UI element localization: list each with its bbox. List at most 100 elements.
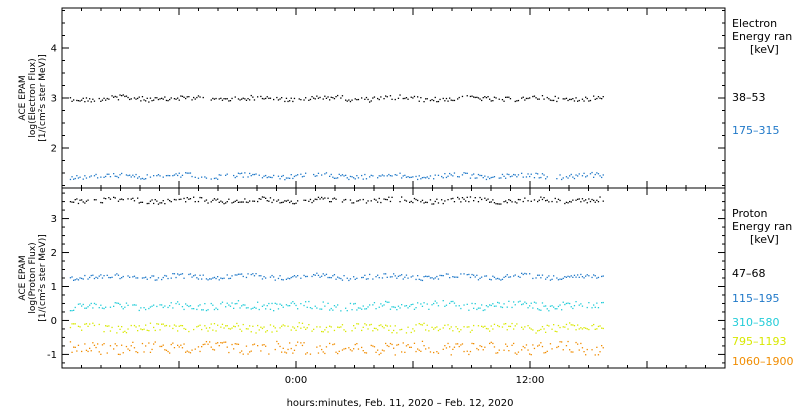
- electron-data-point: [111, 95, 113, 97]
- proton-data-point: [545, 305, 547, 307]
- proton-data-point: [188, 305, 190, 308]
- proton-data-point: [365, 352, 368, 354]
- proton-data-point: [148, 342, 150, 344]
- proton-data-point: [594, 354, 596, 356]
- electron-data-point: [284, 100, 286, 103]
- proton-data-point: [229, 328, 232, 330]
- electron-data-point: [268, 176, 270, 178]
- proton-data-point: [137, 277, 139, 279]
- proton-data-point: [585, 327, 587, 329]
- electron-data-point: [589, 173, 592, 175]
- electron-data-point: [463, 172, 465, 174]
- proton-data-point: [362, 276, 364, 279]
- electron-data-point: [505, 177, 507, 179]
- electron-data-point: [322, 98, 324, 100]
- electron-data-point: [498, 98, 500, 100]
- proton-data-point: [204, 343, 206, 345]
- proton-data-point: [74, 199, 76, 201]
- proton-data-point: [553, 306, 555, 308]
- proton-data-point: [332, 309, 334, 311]
- electron-data-point: [535, 97, 537, 99]
- proton-data-point: [297, 308, 299, 310]
- electron-data-point: [353, 177, 355, 179]
- proton-data-point: [250, 273, 252, 276]
- proton-data-point: [207, 309, 209, 311]
- proton-data-point: [226, 325, 228, 327]
- proton-data-point: [372, 278, 374, 280]
- proton-data-point: [173, 198, 176, 201]
- proton-data-point: [101, 277, 104, 279]
- proton-data-point: [353, 202, 355, 204]
- electron-data-point: [509, 98, 512, 100]
- proton-data-point: [153, 304, 155, 306]
- proton-data-point: [450, 326, 452, 328]
- proton-data-point: [404, 276, 406, 278]
- electron-data-point: [95, 173, 97, 176]
- proton-data-point: [194, 201, 196, 203]
- proton-data-point: [453, 276, 456, 278]
- proton-data-point: [233, 307, 235, 309]
- electron-data-point: [562, 177, 564, 179]
- proton-data-point: [377, 201, 379, 203]
- proton-data-point: [236, 343, 238, 345]
- proton-data-point: [401, 351, 403, 353]
- proton-data-point: [135, 351, 137, 353]
- electron-data-point: [309, 98, 312, 101]
- proton-data-point: [329, 201, 331, 203]
- proton-data-point: [517, 301, 520, 303]
- proton-data-point: [197, 325, 200, 327]
- proton-data-point: [585, 275, 587, 277]
- proton-data-point: [431, 203, 433, 205]
- electron-data-point: [93, 175, 96, 177]
- proton-data-point: [477, 201, 480, 203]
- proton-data-point: [193, 328, 195, 331]
- electron-data-point: [397, 97, 400, 99]
- proton-data-point: [205, 309, 208, 312]
- electron-data-point: [226, 98, 228, 100]
- proton-data-point: [201, 346, 203, 348]
- electron-data-point: [117, 99, 120, 101]
- electron-data-point: [113, 173, 115, 175]
- electron-data-point: [89, 176, 91, 178]
- electron-data-point: [457, 98, 459, 100]
- proton-data-point: [429, 199, 432, 201]
- proton-data-point: [277, 308, 280, 310]
- electron-data-point: [247, 176, 249, 178]
- proton-data-point: [434, 300, 436, 302]
- electron-data-point: [521, 172, 523, 174]
- electron-data-point: [281, 175, 283, 178]
- proton-data-point: [180, 198, 182, 200]
- electron-data-point: [489, 177, 491, 180]
- proton-data-point: [481, 325, 483, 327]
- proton-data-point: [177, 301, 179, 303]
- electron-data-point: [516, 100, 518, 102]
- proton-data-point: [87, 350, 89, 353]
- electron-data-point: [546, 96, 548, 99]
- electron-data-point: [479, 174, 481, 177]
- electron-data-point: [170, 97, 172, 99]
- proton-data-point: [362, 350, 364, 352]
- electron-data-point: [537, 98, 539, 100]
- electron-data-point: [185, 172, 187, 174]
- proton-data-point: [410, 346, 412, 348]
- electron-data-point: [477, 97, 480, 99]
- proton-data-point: [281, 278, 283, 281]
- electron-data-point: [162, 176, 164, 178]
- proton-data-point: [122, 331, 124, 333]
- proton-data-point: [129, 276, 131, 278]
- proton-data-point: [535, 332, 537, 334]
- proton-data-point: [81, 305, 83, 307]
- proton-data-point: [333, 197, 336, 199]
- proton-data-point: [257, 301, 259, 303]
- proton-data-point: [594, 201, 596, 203]
- electron-data-point: [565, 176, 568, 178]
- proton-data-point: [519, 199, 521, 201]
- electron-data-point: [154, 97, 156, 99]
- proton-data-point: [388, 329, 390, 331]
- electron-data-point: [77, 177, 80, 179]
- proton-data-point: [373, 346, 376, 348]
- proton-data-point: [463, 273, 465, 275]
- proton-data-point: [297, 275, 299, 277]
- proton-data-point: [295, 276, 297, 278]
- electron-data-point: [197, 95, 200, 97]
